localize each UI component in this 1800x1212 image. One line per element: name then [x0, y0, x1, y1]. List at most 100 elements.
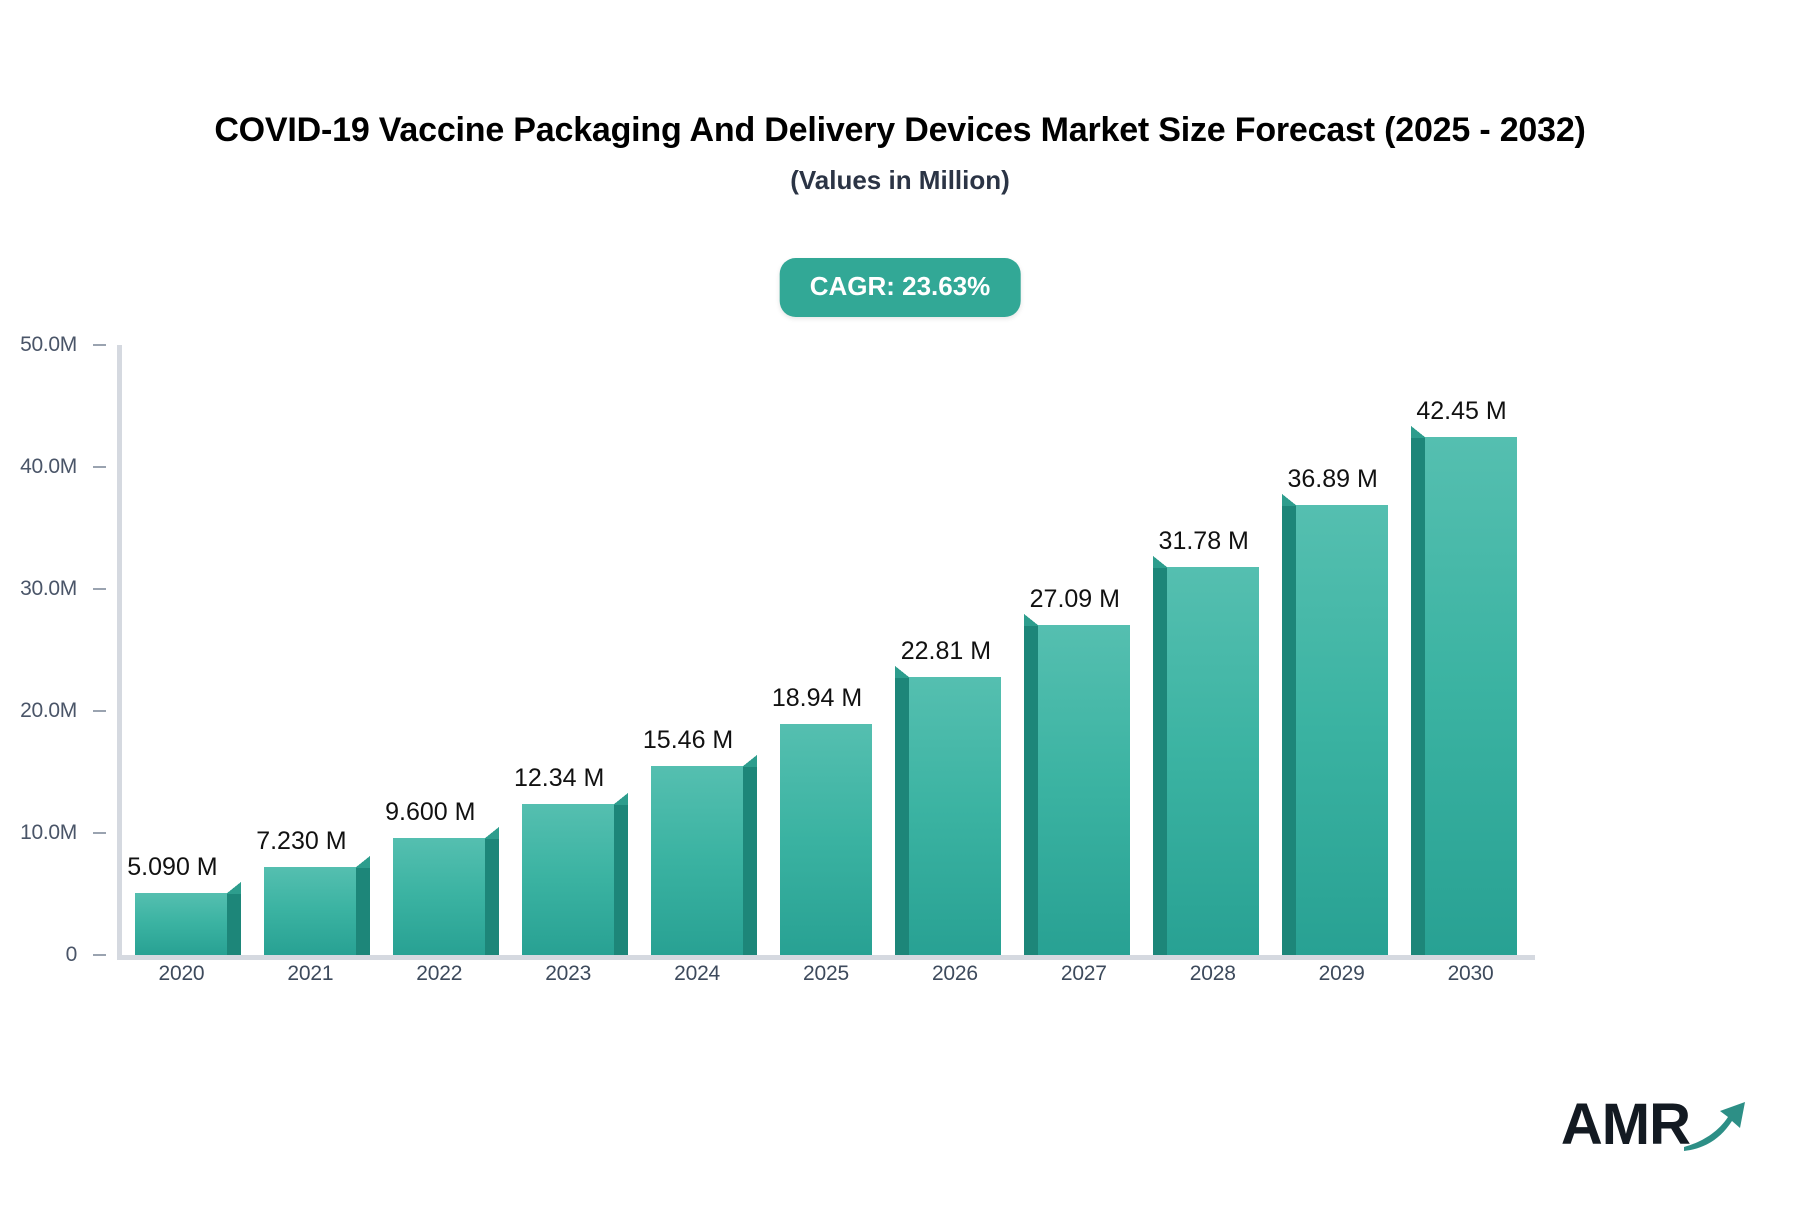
bar-column[interactable]: 31.78 M — [1152, 345, 1259, 955]
bar-side-face — [1410, 437, 1426, 955]
bar-column[interactable]: 27.09 M — [1023, 345, 1130, 955]
y-axis-tick-mark — [93, 588, 106, 590]
bars-layer: 5.090 M 7.230 M 9.600 M 12.34 M 15.46 M 18.94… — [117, 345, 1535, 955]
bar-column[interactable]: 9.600 M — [385, 345, 500, 955]
bar[interactable]: 31.78 M — [1152, 527, 1259, 955]
x-axis-tick-label: 2030 — [1447, 962, 1494, 985]
bar-side-face — [1023, 624, 1039, 955]
x-axis-tick-label: 2028 — [1189, 962, 1236, 985]
y-axis-tick-label: 40.0M — [20, 455, 77, 478]
bar-side-face — [484, 837, 500, 955]
bar[interactable]: 7.230 M — [256, 827, 371, 955]
bar-value-label: 7.230 M — [256, 826, 347, 855]
y-axis-tick-label: 0 — [65, 943, 78, 966]
bar-side-face — [1281, 504, 1297, 955]
bar-column[interactable]: 7.230 M — [256, 345, 371, 955]
y-axis-tick-mark — [93, 710, 106, 712]
bar-front-face — [780, 723, 872, 955]
bar-top-face — [355, 855, 371, 868]
bar[interactable]: 12.34 M — [514, 764, 629, 955]
bar-column[interactable]: 18.94 M — [772, 345, 872, 955]
y-axis-tick-mark — [93, 344, 106, 346]
y-axis-tick-label: 10.0M — [20, 821, 77, 844]
bar-front-face — [1424, 437, 1517, 955]
bar-side-face — [355, 866, 371, 955]
bar[interactable]: 18.94 M — [772, 684, 872, 955]
bar-side-face — [1152, 567, 1168, 955]
bar-side-face — [226, 892, 242, 955]
bar-column[interactable]: 15.46 M — [643, 345, 758, 955]
bar-top-face — [894, 665, 910, 678]
bar-value-label: 15.46 M — [642, 726, 734, 755]
bar[interactable]: 22.81 M — [894, 637, 1001, 955]
bar[interactable]: 27.09 M — [1023, 585, 1130, 955]
bar-top-face — [1023, 613, 1039, 626]
y-axis-tick-mark — [93, 832, 106, 834]
bar-value-label: 27.09 M — [1029, 584, 1120, 613]
x-axis-tick-label: 2020 — [158, 962, 205, 985]
bar-column[interactable]: 42.45 M — [1410, 345, 1517, 955]
bar-front-face — [1037, 624, 1130, 955]
x-axis-tick-label: 2029 — [1318, 962, 1365, 985]
title-block: COVID-19 Vaccine Packaging And Delivery … — [0, 108, 1800, 195]
bar-front-face — [651, 766, 744, 955]
y-axis-tick: 0 — [66, 943, 117, 967]
page-title: COVID-19 Vaccine Packaging And Delivery … — [214, 111, 1586, 149]
bar-side-face — [613, 804, 629, 955]
y-axis-tick: 30.0M — [20, 577, 117, 601]
bar-value-label: 22.81 M — [900, 636, 992, 665]
y-axis-tick-label: 50.0M — [20, 333, 77, 356]
x-axis-tick-label: 2024 — [674, 962, 721, 985]
logo-text: AMR — [1560, 1092, 1691, 1157]
plot-area: 0 10.0M 20.0M 30.0M 40.0M 50.0M 5.090 M 7.230 … — [20, 333, 1535, 966]
x-axis-line — [117, 955, 1535, 960]
x-axis-tick-label: 2022 — [416, 962, 463, 985]
y-axis-tick: 40.0M — [20, 455, 117, 479]
y-axis-tick-label: 30.0M — [20, 577, 77, 600]
bar-value-label: 18.94 M — [771, 683, 863, 712]
cagr-badge: CAGR: 23.63% — [779, 258, 1021, 317]
bar-side-face — [894, 676, 910, 955]
bar-value-label: 36.89 M — [1287, 464, 1378, 493]
x-axis-tick-label: 2023 — [545, 962, 592, 985]
bar-front-face — [908, 676, 1001, 955]
bar[interactable]: 42.45 M — [1410, 397, 1517, 955]
bar-top-face — [226, 881, 242, 894]
y-axis-tick: 50.0M — [20, 333, 117, 357]
chart-subtitle: (Values in Million) — [790, 165, 1010, 196]
x-axis-tick-label: 2026 — [931, 962, 978, 985]
amr-logo: AMR — [1561, 1096, 1748, 1154]
bar[interactable]: 36.89 M — [1281, 465, 1388, 955]
bar-top-face — [1281, 493, 1297, 506]
y-axis-line — [117, 345, 122, 955]
bar-column[interactable]: 22.81 M — [894, 345, 1001, 955]
bar-column[interactable]: 36.89 M — [1281, 345, 1388, 955]
y-axis-tick-label: 20.0M — [20, 699, 77, 722]
bar-value-label: 5.090 M — [127, 852, 218, 881]
x-axis-labels: 2020 2021 2022 2023 2024 2025 2026 2027 2028 2029… — [117, 962, 1535, 1002]
bar-side-face — [742, 766, 758, 955]
bar-front-face — [393, 837, 486, 955]
bar[interactable]: 5.090 M — [127, 853, 242, 955]
bar-top-face — [1410, 426, 1426, 439]
y-axis-tick: 10.0M — [20, 821, 117, 845]
x-axis-tick-label: 2027 — [1060, 962, 1107, 985]
bar-top-face — [742, 755, 758, 768]
bar-column[interactable]: 12.34 M — [514, 345, 629, 955]
x-axis-tick-label: 2021 — [287, 962, 334, 985]
bar-top-face — [613, 793, 629, 806]
bar-column[interactable]: 5.090 M — [127, 345, 242, 955]
y-axis-tick-mark — [93, 466, 106, 468]
bar-value-label: 12.34 M — [514, 764, 605, 793]
bar-front-face — [1166, 567, 1259, 955]
bar-front-face — [522, 804, 615, 955]
x-axis-tick-label: 2025 — [803, 962, 849, 985]
bar[interactable]: 9.600 M — [385, 798, 500, 955]
bar-front-face — [264, 866, 357, 955]
bar-value-label: 9.600 M — [385, 797, 476, 826]
growth-arrow-icon — [1682, 1097, 1748, 1158]
bar[interactable]: 15.46 M — [643, 726, 758, 955]
bar-top-face — [484, 826, 500, 839]
bar-top-face — [1152, 556, 1168, 569]
